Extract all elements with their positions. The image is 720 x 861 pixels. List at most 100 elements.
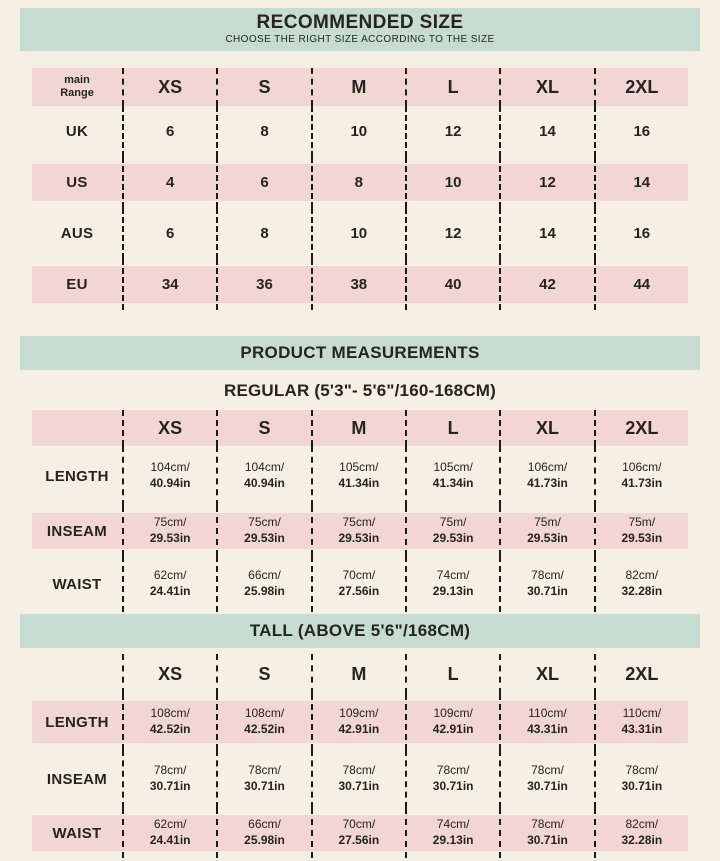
column-header-label: L [447, 417, 459, 438]
value-cell: 78cm/30.71in [593, 750, 688, 808]
column-header-label: 2XL [625, 663, 659, 684]
column-header: L [404, 654, 499, 694]
value-inch: 29.13in [432, 833, 474, 847]
row-label-text: AUS [60, 225, 94, 242]
product-measurements-banner: PRODUCT MEASUREMENTS [20, 336, 700, 370]
row-label: LENGTH [32, 446, 122, 506]
column-header-label: XS [158, 417, 183, 438]
value-cell: 66cm/25.98in [216, 808, 310, 858]
column-header-label: XL [535, 417, 559, 438]
value-cell: 62cm/24.41in [122, 808, 216, 858]
value-cm: 105cm/ [433, 460, 473, 475]
value-cm: 108cm/ [244, 706, 285, 721]
value-cell: 75m/29.53in [593, 506, 688, 556]
value-cell: 10 [310, 106, 405, 157]
value-cell: 74cm/29.13in [404, 556, 499, 612]
value-cell: 108cm/42.52in [216, 694, 310, 750]
corner-label-line2: Range [60, 87, 94, 99]
value-cell: 36 [216, 259, 310, 310]
row-label: UK [32, 106, 122, 157]
column-header-label: XS [158, 76, 183, 97]
size-number: 8 [260, 225, 269, 242]
value-inch: 29.53in [432, 531, 474, 545]
table-row: UK 6 8 10 12 14 16 [32, 106, 688, 157]
value-cell: 74cm/29.13in [404, 808, 499, 858]
row-label: INSEAM [32, 750, 122, 808]
value-cell: 82cm/32.28in [593, 808, 688, 858]
column-header: 2XL [593, 68, 688, 106]
value-cell: 78cm/30.71in [310, 750, 405, 808]
table-row: WAIST 62cm/24.41in 66cm/25.98in 70cm/27.56i… [32, 808, 688, 858]
value-inch: 40.94in [149, 476, 191, 490]
value-cm: 66cm/ [248, 568, 281, 583]
value-cm: 106cm/ [622, 460, 662, 475]
value-cell: 75cm/29.53in [310, 506, 405, 556]
value-cell: 8 [216, 208, 310, 259]
row-label: AUS [32, 208, 122, 259]
value-cm: 109cm/ [433, 706, 473, 721]
value-cm: 82cm/ [625, 817, 659, 832]
value-cell: 70cm/27.56in [310, 556, 405, 612]
size-number: 34 [161, 276, 179, 293]
column-header-label: 2XL [625, 417, 659, 438]
table-row: INSEAM 78cm/30.71in 78cm/30.71in 78cm/30.71… [32, 750, 688, 808]
size-number: 42 [539, 276, 556, 293]
value-cm: 62cm/ [153, 568, 187, 583]
value-cell: 66cm/25.98in [216, 556, 310, 612]
column-header: XS [122, 410, 216, 446]
size-number: 6 [260, 174, 269, 191]
value-cell: 6 [122, 208, 216, 259]
value-inch: 42.91in [432, 722, 474, 736]
value-cm: 62cm/ [153, 817, 187, 832]
table-row: AUS 6 8 10 12 14 16 [32, 208, 688, 259]
value-inch: 30.71in [621, 779, 663, 793]
column-header: M [310, 654, 405, 694]
size-number: 10 [444, 174, 462, 191]
value-cm: 66cm/ [248, 817, 281, 832]
value-cell: 12 [499, 157, 593, 208]
size-number: 44 [633, 276, 651, 293]
value-cell: 4 [122, 157, 216, 208]
value-cm: 110cm/ [622, 706, 662, 721]
value-inch: 42.91in [338, 722, 380, 736]
column-header: M [310, 68, 405, 106]
value-inch: 32.28in [621, 833, 663, 847]
size-number: 14 [539, 123, 556, 140]
value-cell: 108cm/42.52in [122, 694, 216, 750]
value-cell: 14 [593, 157, 688, 208]
value-cm: 78cm/ [625, 763, 659, 778]
value-cell: 82cm/32.28in [593, 556, 688, 612]
value-inch: 24.41in [149, 833, 191, 847]
column-header: S [216, 68, 310, 106]
table-row: EU 34 36 38 40 42 44 [32, 259, 688, 310]
value-inch: 41.34in [338, 476, 380, 490]
product-measurements-title: PRODUCT MEASUREMENTS [240, 343, 480, 362]
size-number: 12 [444, 123, 462, 140]
row-label: WAIST [32, 808, 122, 858]
column-header-label: M [351, 417, 367, 438]
value-cell: 104cm/40.94in [216, 446, 310, 506]
column-header-label: XL [535, 663, 559, 684]
column-header-label: M [351, 663, 367, 684]
value-cm: 78cm/ [436, 763, 470, 778]
value-cell: 75cm/29.53in [122, 506, 216, 556]
value-inch: 30.71in [527, 833, 568, 847]
row-label-text: EU [66, 276, 88, 293]
size-number: 14 [633, 174, 651, 191]
column-header-label: S [258, 417, 271, 438]
value-cm: 104cm/ [150, 460, 190, 475]
value-cell: 16 [593, 208, 688, 259]
row-label: WAIST [32, 556, 122, 612]
row-label-text: US [66, 174, 88, 191]
value-cm: 109cm/ [339, 706, 379, 721]
value-cm: 70cm/ [342, 817, 376, 832]
column-header-label: S [258, 663, 271, 684]
value-cell: 78cm/30.71in [404, 750, 499, 808]
value-cell: 10 [404, 157, 499, 208]
value-cell: 34 [122, 259, 216, 310]
value-inch: 43.31in [621, 722, 663, 736]
value-cm: 78cm/ [342, 763, 376, 778]
column-header: 2XL [593, 654, 688, 694]
value-cell: 109cm/42.91in [310, 694, 405, 750]
recommended-size-banner: RECOMMENDED SIZE CHOOSE THE RIGHT SIZE A… [20, 8, 700, 51]
